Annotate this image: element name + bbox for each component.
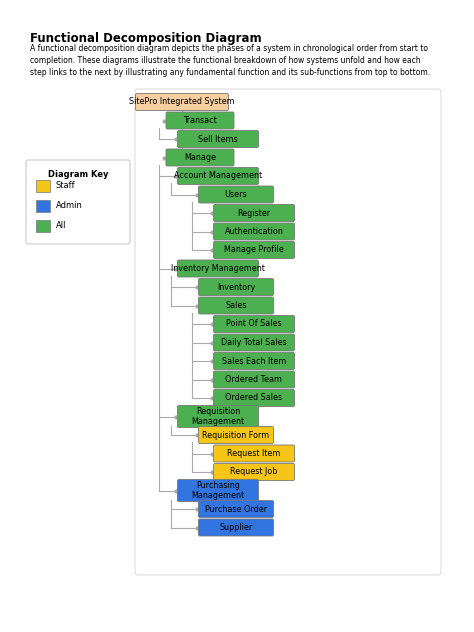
- Text: Manage: Manage: [184, 153, 216, 162]
- FancyBboxPatch shape: [199, 501, 273, 518]
- Text: Ordered Team: Ordered Team: [226, 375, 283, 384]
- FancyBboxPatch shape: [199, 297, 273, 314]
- FancyBboxPatch shape: [135, 89, 441, 575]
- Text: Point Of Sales: Point Of Sales: [226, 320, 282, 329]
- FancyBboxPatch shape: [213, 223, 294, 240]
- Text: Functional Decomposition Diagram: Functional Decomposition Diagram: [30, 32, 262, 45]
- Text: Manage Profile: Manage Profile: [224, 245, 284, 255]
- FancyBboxPatch shape: [213, 315, 294, 332]
- Text: Supplier: Supplier: [219, 523, 253, 532]
- Text: Users: Users: [225, 190, 247, 199]
- Text: A functional decomposition diagram depicts the phases of a system in chronologic: A functional decomposition diagram depic…: [30, 44, 430, 76]
- FancyBboxPatch shape: [36, 200, 50, 212]
- Text: Admin: Admin: [56, 202, 83, 210]
- Text: Purchase Order: Purchase Order: [205, 504, 267, 513]
- Text: Request Job: Request Job: [230, 468, 278, 477]
- Text: Sales Each Item: Sales Each Item: [222, 356, 286, 365]
- Text: Inventory Management: Inventory Management: [171, 264, 265, 273]
- FancyBboxPatch shape: [26, 160, 130, 244]
- Text: Register: Register: [237, 209, 271, 217]
- FancyBboxPatch shape: [213, 241, 294, 258]
- Text: Ordered Sales: Ordered Sales: [226, 394, 283, 403]
- Text: All: All: [56, 221, 66, 231]
- FancyBboxPatch shape: [166, 149, 234, 166]
- Text: Sell Items: Sell Items: [198, 135, 238, 143]
- Text: Daily Total Sales: Daily Total Sales: [221, 338, 287, 347]
- FancyBboxPatch shape: [177, 406, 258, 427]
- Text: Transact: Transact: [183, 116, 217, 125]
- FancyBboxPatch shape: [36, 220, 50, 232]
- FancyBboxPatch shape: [36, 180, 50, 192]
- Text: SitePro Integrated System: SitePro Integrated System: [129, 97, 235, 107]
- FancyBboxPatch shape: [213, 463, 294, 480]
- FancyBboxPatch shape: [199, 279, 273, 296]
- FancyBboxPatch shape: [136, 94, 228, 111]
- FancyBboxPatch shape: [213, 334, 294, 351]
- Text: Staff: Staff: [56, 181, 76, 190]
- FancyBboxPatch shape: [199, 186, 273, 203]
- FancyBboxPatch shape: [166, 112, 234, 129]
- FancyBboxPatch shape: [177, 480, 258, 502]
- FancyBboxPatch shape: [177, 167, 258, 185]
- FancyBboxPatch shape: [213, 353, 294, 370]
- Text: Request Item: Request Item: [228, 449, 281, 458]
- FancyBboxPatch shape: [213, 389, 294, 406]
- Text: Requisition
Management: Requisition Management: [191, 407, 245, 426]
- FancyBboxPatch shape: [213, 371, 294, 388]
- FancyBboxPatch shape: [177, 260, 258, 277]
- FancyBboxPatch shape: [213, 445, 294, 462]
- FancyBboxPatch shape: [199, 519, 273, 536]
- FancyBboxPatch shape: [213, 205, 294, 221]
- FancyBboxPatch shape: [177, 130, 258, 147]
- Text: Sales: Sales: [225, 301, 247, 310]
- Text: Diagram Key: Diagram Key: [48, 170, 108, 179]
- FancyBboxPatch shape: [199, 427, 273, 444]
- Text: Account Management: Account Management: [174, 171, 262, 181]
- Text: Inventory: Inventory: [217, 283, 255, 291]
- Text: Requisition Form: Requisition Form: [202, 430, 270, 439]
- Text: Authentication: Authentication: [225, 227, 283, 236]
- Text: Purchasing
Management: Purchasing Management: [191, 481, 245, 500]
